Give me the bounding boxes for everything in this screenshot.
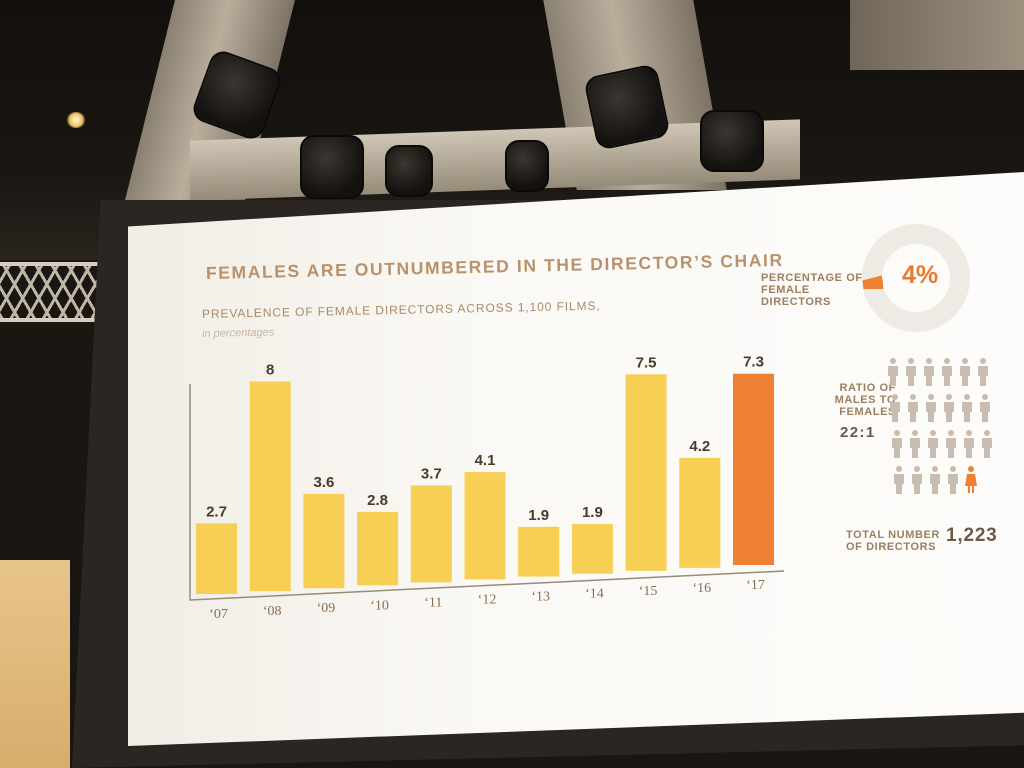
male-person-icon [890,394,900,422]
chart-bar [625,374,667,571]
bar-value-label: 8 [266,362,274,379]
male-person-icon [962,394,972,422]
percentage-label: PERCENTAGE OF FEMALE DIRECTORS [761,272,863,308]
male-person-icon [930,466,940,494]
male-person-icon [912,466,922,494]
chart-axis [189,384,785,601]
chart-bar [249,381,291,592]
x-tick-label: ‘17 [746,578,765,593]
male-person-icon [928,430,938,458]
bar-value-label: 2.7 [206,503,227,520]
wall-panel [0,560,70,768]
bar-value-label: 4.1 [475,452,496,469]
percentage-value: 4% [902,261,939,289]
male-person-icon [948,466,958,494]
x-tick-label: ‘07 [209,607,228,622]
chart-bar [679,457,721,568]
male-person-icon [888,358,898,386]
male-person-icon [892,430,902,458]
bar-value-label: 7.5 [636,354,657,371]
x-tick-label: ‘09 [317,601,336,616]
stage-light [385,145,433,197]
bar-value-label: 7.3 [743,354,764,371]
x-tick-label: ‘11 [424,595,442,610]
x-tick-label: ‘08 [263,604,282,619]
male-person-icon [924,358,934,386]
chart-bar [518,526,560,577]
x-tick-label: ‘14 [585,587,604,602]
ratio-value: 22:1 [840,424,876,441]
ceiling-beam [850,0,1024,70]
bar-value-label: 3.7 [421,465,442,482]
stage-light [300,135,364,199]
ratio-label: RATIO OF MALES TO FEMALES [834,382,896,418]
male-person-icon [926,394,936,422]
people-pictogram [888,358,992,494]
ceiling-spotlight [66,112,86,128]
male-person-icon [906,358,916,386]
male-person-icon [942,358,952,386]
male-person-icon [964,430,974,458]
bar-value-label: 3.6 [313,474,334,491]
male-person-icon [910,430,920,458]
chart-bar [357,511,399,586]
bar-value-label: 2.8 [367,492,388,509]
donut-arc [862,275,884,290]
chart-bar [410,485,452,583]
chart-bar [464,472,506,580]
x-tick-label: ‘15 [639,584,658,599]
male-person-icon [908,394,918,422]
male-person-icon [978,358,988,386]
stage-light [505,140,549,192]
x-tick-label: ‘13 [531,590,550,605]
bar-value-label: 4.2 [689,438,710,455]
male-person-icon [946,430,956,458]
chart-bar [196,523,237,594]
chart-bar [303,493,345,589]
bar-value-label: 1.9 [582,504,603,521]
bar-value-label: 1.9 [528,507,549,524]
lighting-truss [0,262,110,322]
chart-bar [571,523,613,574]
male-person-icon [980,394,990,422]
x-tick-label: ‘12 [478,593,497,608]
x-tick-label: ‘16 [692,581,711,596]
x-tick-label: ‘10 [370,598,389,613]
percentage-donut [862,224,970,332]
female-person-icon [965,466,977,493]
male-person-icon [944,394,954,422]
stage-light [700,110,764,172]
male-person-icon [982,430,992,458]
total-value: 1,223 [946,525,998,546]
chart-bar [733,373,774,565]
male-person-icon [894,466,904,494]
total-label: TOTAL NUMBER OF DIRECTORS [846,529,940,553]
male-person-icon [960,358,970,386]
